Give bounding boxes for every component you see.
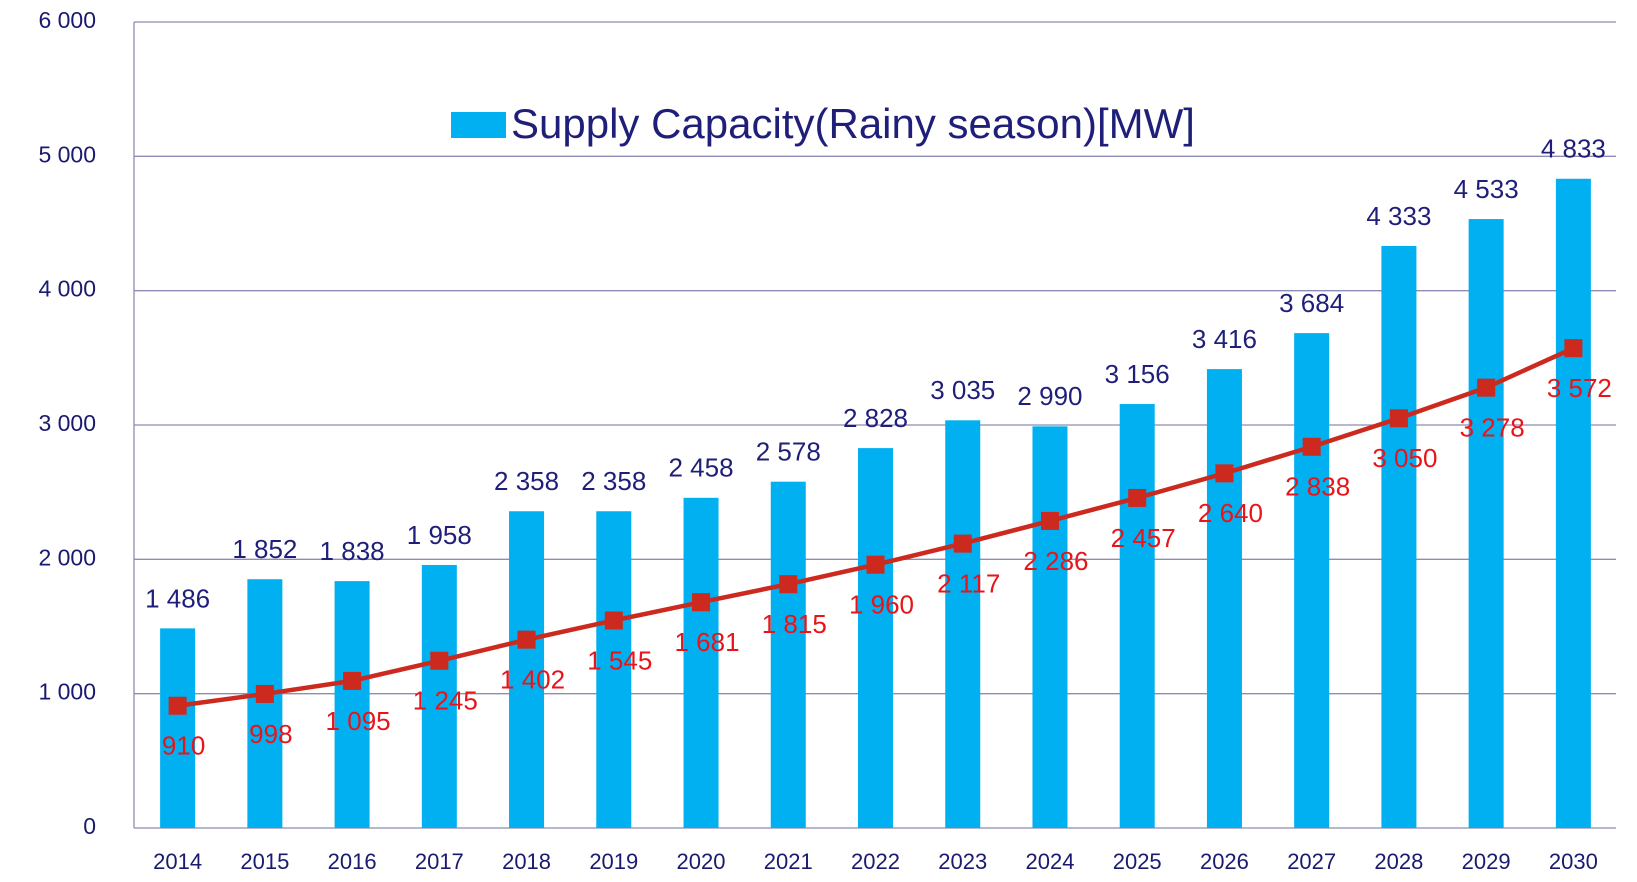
bar [1555,178,1591,829]
line-marker [692,593,711,612]
legend-label: Supply Capacity(Rainy season)[MW] [511,100,1195,147]
legend-swatch [451,112,506,138]
bar-value-label: 2 828 [843,403,908,433]
bar-value-label: 1 852 [232,534,297,564]
line-marker [1302,437,1321,456]
bar-value-label: 3 035 [930,375,995,405]
line-value-label: 1 960 [849,590,914,620]
line-marker [168,696,187,715]
line-marker [1040,511,1059,530]
x-tick-label: 2026 [1200,849,1249,874]
bar-value-label: 1 838 [320,536,385,566]
bar [945,420,981,828]
y-tick-label: 5 000 [38,141,96,167]
line-marker [604,611,623,630]
bar [247,579,283,828]
y-tick-label: 2 000 [38,544,96,570]
y-tick-label: 4 000 [38,276,96,302]
bar [1468,219,1504,828]
bar [1206,369,1242,828]
line-marker [343,671,362,690]
line-value-label: 1 095 [326,706,391,736]
line-marker [1389,409,1408,428]
bar [1381,245,1417,829]
bar-value-label: 1 958 [407,520,472,550]
bar [683,497,719,828]
y-tick-label: 3 000 [38,410,96,436]
x-tick-label: 2027 [1287,849,1336,874]
x-tick-label: 2018 [502,849,551,874]
bar-value-label: 2 990 [1017,381,1082,411]
line-value-label: 2 838 [1285,472,1350,502]
x-tick-label: 2023 [938,849,987,874]
line-value-label: 910 [162,731,205,761]
line-value-label: 3 572 [1547,373,1612,403]
x-tick-label: 2016 [328,849,377,874]
x-tick-label: 2019 [589,849,638,874]
line-marker [953,534,972,553]
bar [334,581,370,828]
line-value-label: 1 245 [413,686,478,716]
bar [160,628,196,828]
bar-value-label: 4 533 [1454,174,1519,204]
line-value-label: 1 815 [762,609,827,639]
bar-value-label: 4 333 [1366,201,1431,231]
x-tick-label: 2015 [240,849,289,874]
line-value-label: 2 117 [937,568,1000,598]
bar-value-label: 2 358 [581,466,646,496]
line-value-label: 1 681 [674,627,739,657]
line-marker [1564,339,1583,358]
line-value-label: 2 286 [1023,546,1088,576]
x-tick-label: 2014 [153,849,202,874]
bar [1294,333,1330,828]
bar-value-label: 3 684 [1279,288,1344,318]
bar-value-label: 2 458 [668,453,733,483]
y-tick-label: 0 [83,813,96,839]
x-tick-label: 2024 [1025,849,1074,874]
y-tick-label: 6 000 [38,7,96,33]
line-marker [1215,464,1234,483]
line-marker [430,651,449,670]
x-tick-label: 2030 [1549,849,1598,874]
bar-value-label: 1 486 [145,583,210,613]
line-value-label: 2 640 [1198,498,1263,528]
line-marker [779,575,798,594]
bar-value-label: 3 156 [1105,359,1170,389]
line-marker [1477,378,1496,397]
bar [509,511,545,828]
line-value-label: 3 050 [1372,443,1437,473]
line-marker [1128,488,1147,507]
line-marker [866,555,885,574]
x-tick-label: 2025 [1113,849,1162,874]
x-tick-label: 2022 [851,849,900,874]
bar [596,511,632,828]
line-marker [517,630,536,649]
line-value-label: 2 457 [1111,523,1176,553]
line-marker [255,684,274,703]
line-value-label: 3 278 [1460,413,1525,443]
bar [858,448,893,828]
x-tick-label: 2020 [677,849,726,874]
bar [421,564,457,828]
line-value-label: 1 545 [587,645,652,675]
bar-value-label: 3 416 [1192,324,1257,354]
bar-value-label: 4 833 [1541,134,1606,164]
bar-value-label: 2 578 [756,437,821,467]
line-value-label: 1 402 [500,665,565,695]
line-value-label: 998 [249,719,292,749]
bar-value-label: 2 358 [494,466,559,496]
x-tick-label: 2021 [764,849,813,874]
bar [1032,426,1068,828]
bar [1119,404,1155,828]
bar [770,481,806,828]
x-tick-label: 2017 [415,849,464,874]
x-tick-label: 2028 [1374,849,1423,874]
y-tick-label: 1 000 [38,679,96,705]
x-tick-label: 2029 [1462,849,1511,874]
